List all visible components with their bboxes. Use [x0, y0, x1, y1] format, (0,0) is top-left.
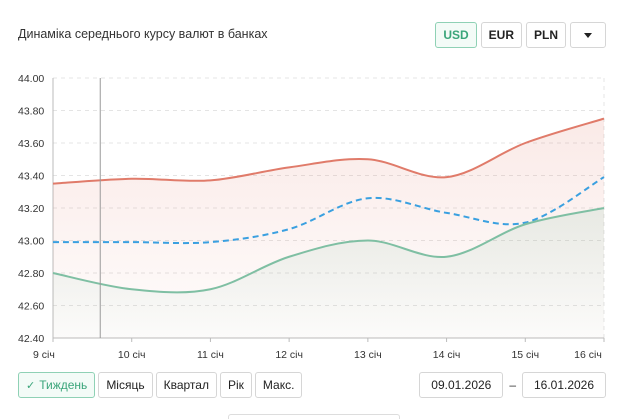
- period-year-button[interactable]: Рік: [219, 372, 252, 398]
- date-range: 09.01.2026 – 16.01.2026: [419, 372, 606, 398]
- y-tick-label: 43.60: [18, 138, 44, 150]
- currency-eur-button[interactable]: EUR: [480, 22, 522, 48]
- mid-line: [52, 176, 605, 245]
- x-tick-label: 12 січ: [275, 349, 303, 361]
- currency-selector: USD EUR PLN: [435, 22, 606, 48]
- x-tick-label: 9 січ: [33, 349, 55, 361]
- currency-pln-button[interactable]: PLN: [526, 22, 566, 48]
- period-quarter-button[interactable]: Квартал: [155, 372, 217, 398]
- period-week-label: Тиждень: [39, 378, 88, 392]
- y-tick-label: 44.00: [18, 73, 44, 85]
- chart-controls: ✓ Тиждень Місяць Квартал Рік Макс. 09.01…: [18, 372, 606, 398]
- period-week-button[interactable]: ✓ Тиждень: [18, 372, 96, 398]
- period-max-button[interactable]: Макс.: [254, 372, 303, 398]
- x-tick-label: 14 січ: [433, 349, 461, 361]
- period-selector: ✓ Тиждень Місяць Квартал Рік Макс.: [18, 372, 303, 398]
- currency-usd-button[interactable]: USD: [435, 22, 477, 48]
- x-tick-label: 11 січ: [197, 349, 224, 361]
- date-separator: –: [509, 378, 516, 392]
- chart-title: Динаміка середнього курсу валют в банках: [18, 27, 268, 41]
- y-tick-label: 42.40: [18, 333, 44, 345]
- y-tick-label: 42.60: [18, 301, 44, 313]
- x-tick-label: 10 січ: [118, 349, 146, 361]
- buy-area: [53, 208, 604, 338]
- y-tick-label: 43.20: [18, 203, 44, 215]
- check-icon: ✓: [26, 379, 36, 392]
- exchange-rate-chart: 44.00 43.80 43.60 43.40 43.20 43.00 42.80 42.60…: [18, 73, 605, 361]
- sell-line: [52, 117, 605, 185]
- x-tick-label: 15 січ: [511, 349, 539, 361]
- x-tick-label: 13 січ: [354, 349, 382, 361]
- chevron-down-icon: [584, 32, 592, 38]
- period-month-button[interactable]: Місяць: [98, 372, 153, 398]
- date-from-input[interactable]: 09.01.2026: [419, 372, 504, 398]
- buy-line: [52, 207, 605, 294]
- y-tick-label: 42.80: [18, 268, 44, 280]
- date-to-input[interactable]: 16.01.2026: [522, 372, 606, 398]
- currency-more-dropdown[interactable]: [570, 22, 606, 48]
- x-tick-label: 16 січ: [574, 349, 602, 361]
- y-tick-label: 43.80: [18, 106, 44, 118]
- scroll-handle[interactable]: [228, 414, 400, 419]
- y-tick-label: 43.00: [18, 236, 44, 248]
- y-tick-label: 43.40: [18, 171, 44, 183]
